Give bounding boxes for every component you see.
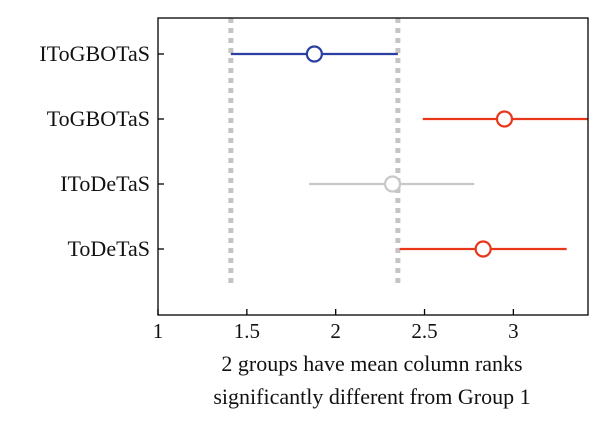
category-labels: IToGBOTaS ToGBOTaS IToDeTaS ToDeTaS <box>39 41 164 261</box>
x-axis-label-line-1: 2 groups have mean column ranks <box>221 351 522 376</box>
x-tick-label-4: 2.5 <box>411 319 437 343</box>
data-marks <box>230 45 588 258</box>
x-tick-label-2: 1.5 <box>234 319 260 343</box>
x-axis-ticks: 1 1.5 2 2.5 3 <box>153 309 519 343</box>
category-label-4: ToDeTaS <box>68 236 150 261</box>
x-tick-label-3: 2 <box>330 319 341 343</box>
category-label-1: IToGBOTaS <box>39 41 150 66</box>
mean-marker-1 <box>305 45 323 63</box>
category-label-2: ToGBOTaS <box>47 106 150 131</box>
x-tick-label-1: 1 <box>153 319 164 343</box>
mean-marker-4 <box>474 240 492 258</box>
plot-frame <box>157 17 589 316</box>
mean-marker-3 <box>383 175 402 193</box>
x-tick-label-5: 3 <box>508 319 519 343</box>
mean-marker-2 <box>495 110 514 128</box>
category-label-3: IToDeTaS <box>60 171 150 196</box>
x-axis-label-line-2: significantly different from Group 1 <box>213 384 530 409</box>
reference-lines <box>228 18 401 283</box>
